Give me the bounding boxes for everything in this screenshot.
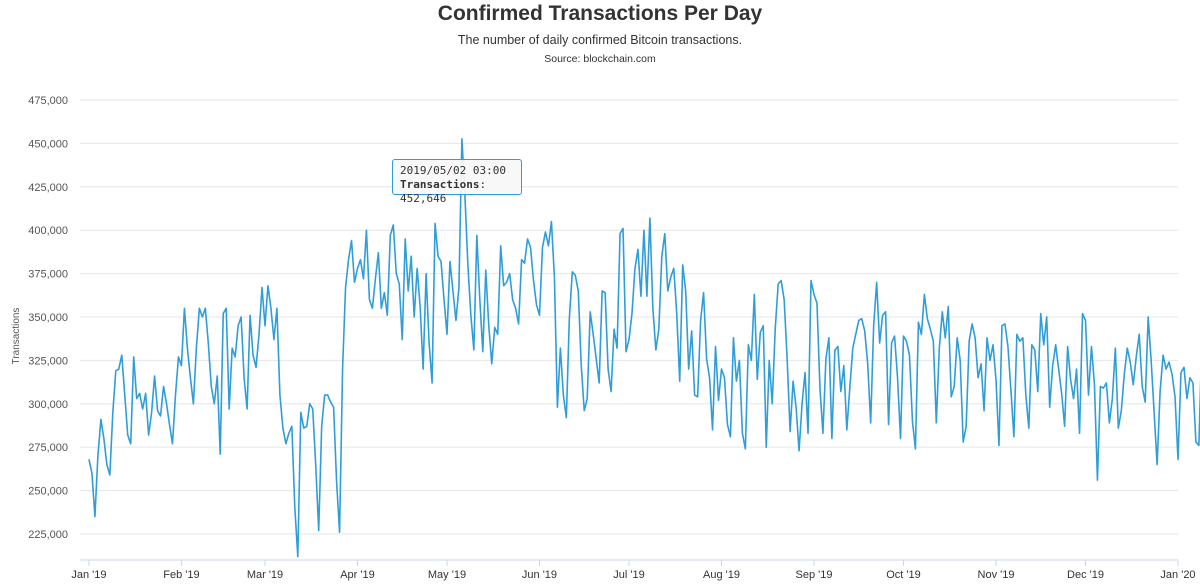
y-tick-label: 425,000 — [28, 182, 68, 194]
x-tick-label: Mar '19 — [247, 569, 283, 581]
x-tick-label: Dec '19 — [1067, 569, 1104, 581]
y-axis-label: Transactions — [11, 308, 22, 365]
tooltip-value: 452,646 — [400, 192, 447, 205]
x-tick-label: Apr '19 — [340, 569, 375, 581]
x-tick-label: Nov '19 — [978, 569, 1015, 581]
y-axis-ticks: 225,000 250,000 275,000 300,000 325,000 350,0… — [28, 95, 68, 541]
tooltip-date: 2019/05/02 03:00 — [400, 164, 506, 177]
x-tick-label: Jan '20 — [1160, 569, 1195, 581]
y-tick-label: 250,000 — [28, 486, 68, 498]
x-tick-label: Aug '19 — [703, 569, 740, 581]
chart-title: Confirmed Transactions Per Day — [437, 2, 763, 25]
y-tick-label: 225,000 — [28, 529, 68, 541]
tooltip-value-row: Transactions: 452,646 — [400, 178, 487, 205]
chart-source: Source: blockchain.com — [544, 53, 656, 65]
x-tick-label: Jul '19 — [613, 569, 644, 581]
x-tick-label: May '19 — [428, 569, 466, 581]
tooltip: 2019/05/02 03:00 Transactions: 452,646 — [392, 159, 522, 205]
x-tick-label: Sep '19 — [796, 569, 833, 581]
y-tick-label: 475,000 — [28, 95, 68, 107]
y-tick-label: 375,000 — [28, 269, 68, 281]
y-tick-label: 275,000 — [28, 442, 68, 454]
x-tick-label: Jan '19 — [71, 569, 106, 581]
y-tick-label: 325,000 — [28, 355, 68, 367]
series-line-transactions[interactable] — [88, 138, 1200, 558]
y-tick-label: 350,000 — [28, 312, 68, 324]
y-tick-label: 300,000 — [28, 399, 68, 411]
chart-subtitle: The number of daily confirmed Bitcoin tr… — [457, 33, 743, 47]
x-tick-label: Feb '19 — [163, 569, 199, 581]
x-tick-label: Oct '19 — [886, 569, 921, 581]
y-tick-label: 400,000 — [28, 225, 68, 237]
x-axis: Jan '19 Feb '19 Mar '19 Apr '19 May '19 Jun '… — [71, 559, 1196, 581]
tooltip-label: Transactions — [400, 178, 480, 191]
y-tick-label: 450,000 — [28, 138, 68, 150]
x-tick-label: Jun '19 — [522, 569, 557, 581]
grid-lines — [80, 99, 1178, 535]
